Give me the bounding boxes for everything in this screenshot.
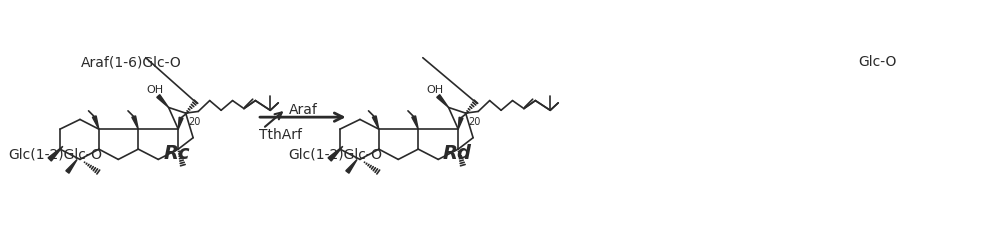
Polygon shape <box>178 118 183 130</box>
Text: Araf(1-6)Glc-O: Araf(1-6)Glc-O <box>81 55 182 69</box>
Text: OH: OH <box>427 85 444 95</box>
Polygon shape <box>92 116 99 130</box>
Polygon shape <box>458 118 463 130</box>
Text: Glc(1-2)Glc-O: Glc(1-2)Glc-O <box>289 147 383 161</box>
Text: 20: 20 <box>189 117 201 126</box>
Text: TthArf: TthArf <box>259 128 302 142</box>
Polygon shape <box>437 95 449 108</box>
Polygon shape <box>132 116 138 130</box>
Text: Rc: Rc <box>164 143 190 162</box>
Polygon shape <box>66 160 77 173</box>
Polygon shape <box>157 95 169 108</box>
Polygon shape <box>346 160 357 173</box>
Text: Glc(1-2)Glc-O: Glc(1-2)Glc-O <box>9 147 103 161</box>
Polygon shape <box>412 116 418 130</box>
Polygon shape <box>328 147 343 161</box>
Polygon shape <box>372 116 379 130</box>
Text: Rd: Rd <box>443 143 472 162</box>
Text: Glc-O: Glc-O <box>858 55 896 69</box>
Text: 20: 20 <box>469 117 481 126</box>
Polygon shape <box>48 147 63 161</box>
Text: OH: OH <box>147 85 164 95</box>
Text: Araf: Araf <box>289 103 317 117</box>
